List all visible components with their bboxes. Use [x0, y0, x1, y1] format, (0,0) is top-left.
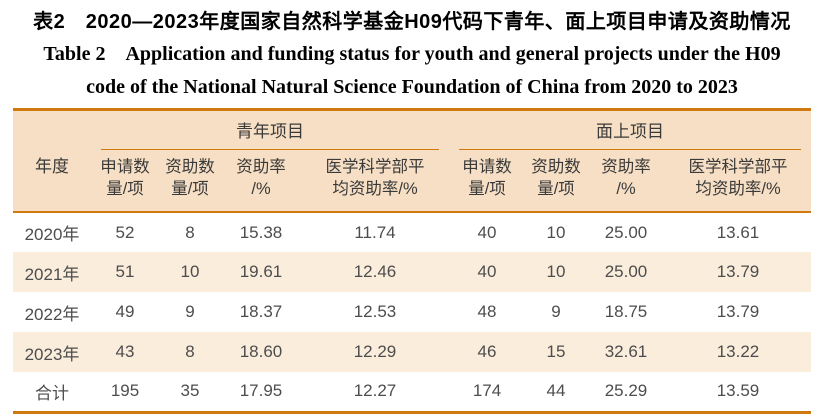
value-cell: 43: [91, 332, 159, 372]
value-cell: 40: [477, 222, 497, 242]
value-cell: 44: [546, 381, 566, 401]
value-cell: 18.60: [221, 332, 301, 372]
value-cell: 11.74: [354, 222, 396, 242]
value-cell: 35: [180, 381, 200, 401]
group-header-row: 年度 青年项目 面上项目: [13, 109, 811, 213]
subheader-general-dept-avg: 医学科学部平 均资助率/%: [665, 150, 811, 213]
value-cell: 48: [477, 302, 497, 321]
value-cell: 195: [110, 381, 140, 401]
table-row-2021: 2021年 51 10 19.61 12.46 40 10 25.00 13.7…: [13, 252, 811, 292]
value-cell: 17.95: [239, 381, 283, 401]
sub-header-row: 申请数 量/项 资助数 量/项 资助率 /% 医学科学部平 均资助率/% 申请数: [13, 150, 811, 213]
subheader-line: 医学科学部平: [688, 157, 788, 176]
value-cell: 15: [525, 332, 587, 372]
value-cell: 32.61: [587, 332, 665, 372]
value-cell: 12.29: [301, 332, 449, 372]
year-cell: 2022年: [24, 304, 80, 324]
subheader-youth-applications: 申请数 量/项: [91, 150, 159, 213]
group-header-general-label: 面上项目: [459, 117, 801, 150]
value-cell: 8: [185, 222, 195, 242]
value-cell: 10: [525, 252, 587, 292]
value-cell: 9: [551, 302, 561, 321]
year-cell: 2021年: [13, 252, 91, 292]
subheader-general-funded: 资助数 量/项: [525, 150, 587, 213]
subheader-line: 资助率: [236, 157, 286, 176]
year-cell: 合计: [35, 383, 69, 403]
subheader-line: 医学科学部平: [325, 157, 425, 176]
subheader-general-applications: 申请数 量/项: [449, 150, 525, 213]
value-cell: 12.46: [301, 252, 449, 292]
subheader-youth-funded: 资助数 量/项: [159, 150, 221, 213]
subheader-general-rate: 资助率 /%: [587, 150, 665, 213]
value-cell: 19.61: [221, 252, 301, 292]
year-cell: 2020年: [24, 225, 80, 244]
subheader-line: 量/项: [468, 179, 506, 198]
funding-data-table: 年度 青年项目 面上项目 申请数 量/项 资助数 量/项 资助率: [13, 108, 811, 414]
value-cell: 13.59: [716, 381, 760, 401]
table-row-2022: 2022年 49 9 18.37 12.53 48 9 18.75 13.79: [13, 292, 811, 332]
subheader-line: /%: [251, 179, 271, 198]
group-header-youth-label: 青年项目: [101, 117, 439, 150]
subheader-line: 量/项: [171, 179, 209, 198]
subheader-line: 申请数: [100, 157, 150, 176]
table-row-2023: 2023年 43 8 18.60 12.29 46 15 32.61 13.22: [13, 332, 811, 372]
corner-header-year: 年度: [13, 109, 91, 213]
value-cell: 40: [449, 252, 525, 292]
value-cell: 25.29: [604, 381, 648, 401]
value-cell: 25.00: [604, 222, 648, 242]
value-cell: 51: [91, 252, 159, 292]
value-cell: 15.38: [239, 222, 283, 242]
subheader-youth-rate: 资助率 /%: [221, 150, 301, 213]
value-cell: 174: [472, 381, 502, 401]
value-cell: 9: [185, 302, 195, 321]
value-cell: 10: [159, 252, 221, 292]
value-cell: 13.79: [665, 252, 811, 292]
value-cell: 49: [115, 302, 135, 321]
value-cell: 18.37: [239, 302, 283, 321]
table-row-2020: 2020年 52 8 15.38 11.74 40 10 25.00 13.61: [13, 212, 811, 252]
subheader-line: 量/项: [537, 179, 575, 198]
group-header-youth: 青年项目: [91, 109, 449, 150]
value-cell: 10: [546, 222, 566, 242]
table-caption-zh: 表2 2020—2023年度国家自然科学基金H09代码下青年、面上项目申请及资助…: [33, 11, 791, 33]
subheader-line: 均资助率/%: [332, 179, 418, 198]
value-cell: 12.27: [353, 381, 397, 401]
table-caption-en-line1: Table 2 Application and funding status f…: [43, 43, 781, 65]
value-cell: 13.22: [665, 332, 811, 372]
subheader-line: 均资助率/%: [695, 179, 781, 198]
subheader-line: 申请数: [462, 157, 512, 176]
table-caption-en-line2: code of the National Natural Science Fou…: [86, 76, 738, 98]
year-cell: 2023年: [13, 332, 91, 372]
value-cell: 8: [159, 332, 221, 372]
value-cell: 46: [449, 332, 525, 372]
value-cell: 13.61: [716, 222, 760, 242]
subheader-youth-dept-avg: 医学科学部平 均资助率/%: [301, 150, 449, 213]
subheader-line: 量/项: [106, 179, 144, 198]
subheader-line: 资助数: [531, 157, 581, 176]
subheader-line: /%: [616, 179, 636, 198]
group-header-general: 面上项目: [449, 109, 811, 150]
table-row-total: 合计 195 35 17.95 12.27 174 44 25.29 13.59: [13, 372, 811, 412]
subheader-line: 资助数: [165, 157, 215, 176]
value-cell: 12.53: [353, 302, 397, 321]
value-cell: 25.00: [587, 252, 665, 292]
subheader-line: 资助率: [601, 157, 651, 176]
value-cell: 13.79: [716, 302, 760, 321]
value-cell: 52: [115, 222, 135, 242]
value-cell: 18.75: [604, 302, 648, 321]
table-caption: 表2 2020—2023年度国家自然科学基金H09代码下青年、面上项目申请及资助…: [0, 0, 824, 104]
